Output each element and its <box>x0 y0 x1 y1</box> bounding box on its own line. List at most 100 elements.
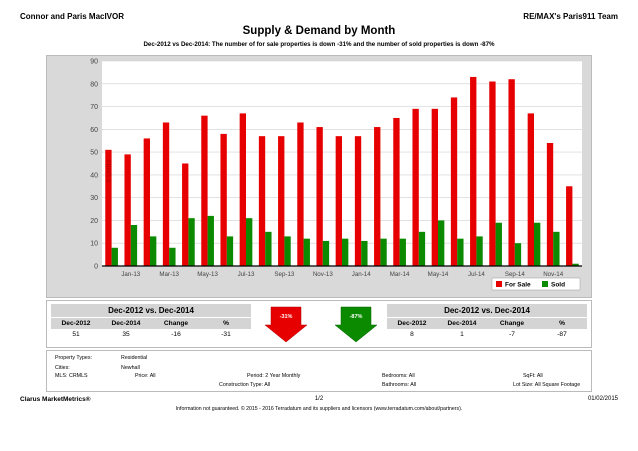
bar-for-sale <box>162 122 170 266</box>
y-tick-label: 70 <box>90 104 98 111</box>
bar-sold <box>284 236 291 266</box>
bar-sold <box>111 247 118 266</box>
bar-sold <box>476 236 483 266</box>
brand-footer: Clarus MarketMetrics® <box>20 396 91 403</box>
y-axis-label: # Units <box>106 159 113 182</box>
bar-for-sale <box>278 136 285 266</box>
price-filter: Price: All <box>135 373 156 379</box>
for-sale-down-arrow-icon: -31% <box>264 305 308 343</box>
stat-header: % <box>223 320 229 327</box>
report-date: 01/02/2015 <box>587 396 618 402</box>
y-tick-label: 60 <box>90 127 98 134</box>
stat-value: 8 <box>410 331 414 338</box>
bar-for-sale <box>431 108 438 266</box>
bar-sold <box>246 218 253 266</box>
bar-sold <box>553 231 560 266</box>
bar-for-sale <box>489 81 496 266</box>
sold-stats: Dec-2012 vs. Dec-2014 Dec-2012 Dec-2014 … <box>387 304 587 340</box>
for-sale-stats-title: Dec-2012 vs. Dec-2014 <box>51 304 251 317</box>
bar-sold <box>534 222 541 266</box>
stat-value: 51 <box>72 331 80 338</box>
y-tick-label: 30 <box>90 195 98 202</box>
bar-sold <box>303 238 310 266</box>
bar-sold <box>495 222 502 266</box>
bar-sold <box>438 220 445 266</box>
cities-value: Newhall <box>121 365 140 371</box>
bar-sold <box>399 238 406 266</box>
y-tick-label: 50 <box>90 150 98 157</box>
stats-section: Dec-2012 vs. Dec-2014 Dec-2012 Dec-2014 … <box>46 300 592 348</box>
bar-sold <box>457 238 464 266</box>
page-number: 1/2 <box>314 396 324 402</box>
bar-for-sale <box>124 154 131 266</box>
stat-value: 1 <box>460 331 464 338</box>
bar-sold <box>188 218 195 266</box>
team-name: RE/MAX's Paris911 Team <box>523 12 618 21</box>
legend-label: Sold <box>551 282 565 289</box>
stat-header: % <box>559 320 565 327</box>
stat-header: Dec-2012 <box>61 320 91 327</box>
x-tick-label: Sep-13 <box>274 271 295 278</box>
y-tick-label: 10 <box>90 241 98 248</box>
x-tick-label: May-14 <box>428 271 449 278</box>
bar-sold <box>418 231 426 266</box>
bedrooms-filter: Bedrooms: All <box>382 373 415 379</box>
stat-value: 35 <box>122 331 130 338</box>
bar-for-sale <box>258 136 266 266</box>
bar-sold <box>130 225 138 266</box>
bar-sold <box>514 243 522 266</box>
legend-swatch <box>542 281 548 287</box>
chart-panel: 0 10 20 30 40 50 60 70 80 90 Jan-13 Mar-13 May-13 Ju… <box>46 55 592 298</box>
bar-for-sale <box>546 143 554 266</box>
bar-sold <box>150 236 157 266</box>
x-tick-label: May-13 <box>197 271 218 278</box>
stat-value: -16 <box>171 331 181 338</box>
x-tick-label: Jan-14 <box>352 271 371 278</box>
bar-for-sale <box>297 122 304 266</box>
stat-header: Dec-2012 <box>397 320 427 327</box>
for-sale-stats: Dec-2012 vs. Dec-2014 Dec-2012 Dec-2014 … <box>51 304 251 340</box>
sold-stats-title: Dec-2012 vs. Dec-2014 <box>387 304 587 317</box>
sqft-filter: SqFt: All <box>523 373 543 379</box>
legend-swatch <box>496 281 502 287</box>
property-types-value: Residential <box>121 355 148 361</box>
bar-for-sale <box>143 138 150 266</box>
bar-for-sale <box>566 186 573 266</box>
bar-sold <box>572 263 579 266</box>
bar-for-sale <box>105 149 112 266</box>
sold-change-percent: -87% <box>349 314 363 320</box>
report-subtitle: Dec-2012 vs Dec-2014: The number of for … <box>143 41 495 48</box>
lot-size-filter: Lot Size: All Square Footage <box>513 382 581 388</box>
bar-sold <box>361 240 368 266</box>
bathrooms-filter: Bathrooms: All <box>382 382 417 388</box>
search-criteria: Property Types: Residential Cities: Newh… <box>46 350 592 392</box>
y-tick-label: 40 <box>90 172 98 179</box>
bar-for-sale <box>201 115 208 266</box>
legend-label: For Sale <box>505 282 531 289</box>
bar-for-sale <box>470 76 477 266</box>
property-types-label: Property Types: <box>55 355 92 361</box>
report-title: Supply & Demand by Month <box>242 25 396 37</box>
x-tick-label: Nov-13 <box>313 271 334 278</box>
stat-header: Change <box>499 320 525 327</box>
stat-header: Change <box>163 320 189 327</box>
x-tick-label: Jan-13 <box>121 271 140 278</box>
period-filter: Period: 2 Year Monthly <box>247 373 301 379</box>
bar-sold <box>207 215 214 266</box>
chart-legend: For Sale Sold <box>491 277 581 291</box>
disclaimer: Information not guaranteed. © 2015 - 201… <box>175 406 463 412</box>
stat-header: Dec-2014 <box>111 320 141 327</box>
bar-for-sale <box>374 127 381 266</box>
stat-value: -87 <box>557 331 567 338</box>
y-tick-label: 90 <box>90 59 98 66</box>
bar-for-sale <box>239 113 246 266</box>
x-tick-label: Sep-14 <box>505 271 526 278</box>
x-tick-label: Mar-14 <box>390 271 410 278</box>
x-tick-label: Mar-13 <box>159 271 179 278</box>
x-tick-label: Jul-13 <box>238 271 255 278</box>
bar-for-sale <box>412 108 419 266</box>
bar-for-sale <box>393 117 400 266</box>
stat-header: Dec-2014 <box>447 320 477 327</box>
bar-for-sale <box>354 136 362 266</box>
y-tick-label: 0 <box>94 264 98 271</box>
